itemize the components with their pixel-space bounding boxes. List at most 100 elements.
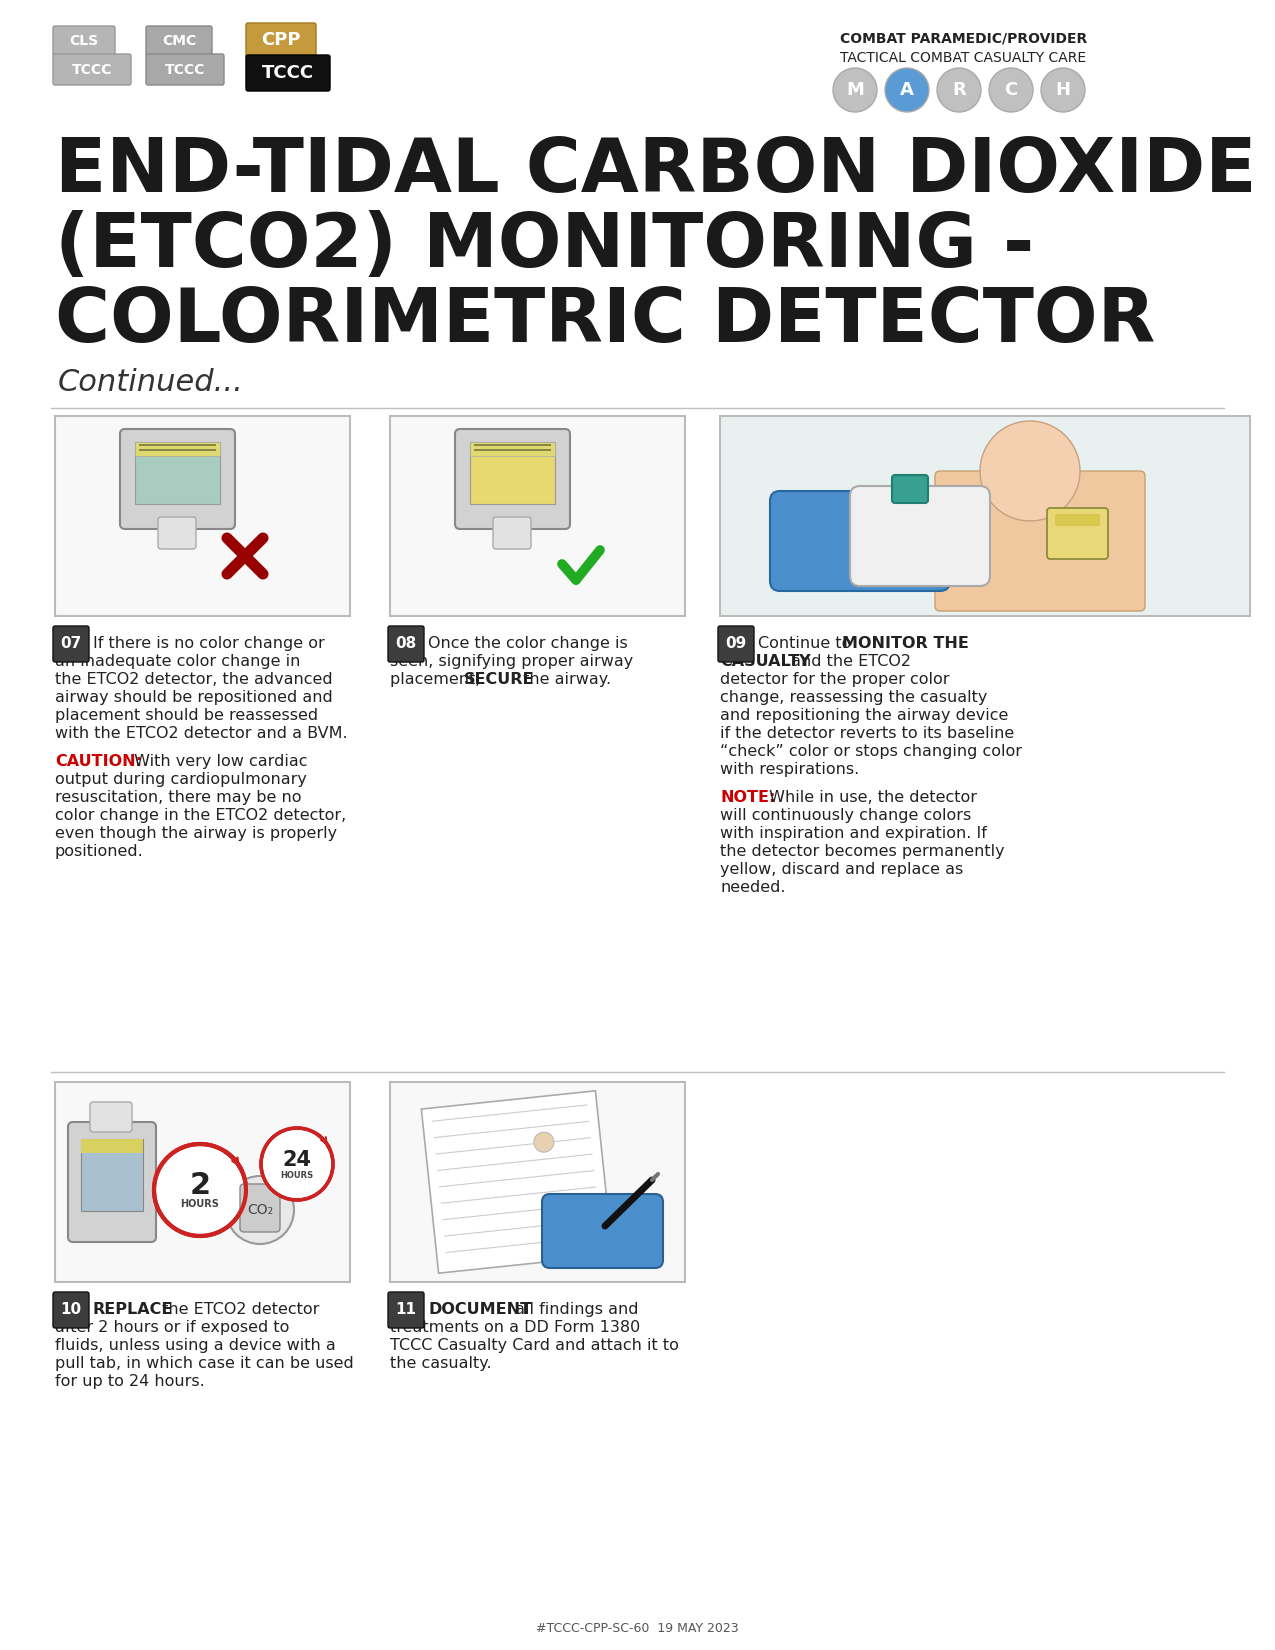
Circle shape bbox=[937, 68, 980, 112]
Circle shape bbox=[980, 421, 1080, 521]
Text: COLORIMETRIC DETECTOR: COLORIMETRIC DETECTOR bbox=[55, 285, 1155, 358]
Text: the ETCO2 detector: the ETCO2 detector bbox=[157, 1302, 319, 1317]
FancyBboxPatch shape bbox=[390, 416, 685, 615]
Text: M: M bbox=[847, 81, 864, 99]
Text: even though the airway is properly: even though the airway is properly bbox=[55, 827, 337, 842]
Text: A: A bbox=[900, 81, 914, 99]
Text: placement,: placement, bbox=[390, 672, 486, 686]
Bar bbox=[470, 442, 555, 455]
Text: #TCCC-CPP-SC-60  19 MAY 2023: #TCCC-CPP-SC-60 19 MAY 2023 bbox=[536, 1622, 738, 1635]
Text: 11: 11 bbox=[395, 1302, 417, 1317]
FancyBboxPatch shape bbox=[770, 492, 950, 591]
Bar bbox=[474, 444, 551, 446]
Text: the airway.: the airway. bbox=[518, 672, 611, 686]
Text: 08: 08 bbox=[395, 637, 417, 652]
Text: NOTE:: NOTE: bbox=[720, 790, 775, 805]
FancyBboxPatch shape bbox=[55, 416, 351, 615]
FancyBboxPatch shape bbox=[91, 1102, 133, 1132]
Text: 09: 09 bbox=[725, 637, 747, 652]
Text: CASUALTY: CASUALTY bbox=[720, 653, 811, 668]
Text: an inadequate color change in: an inadequate color change in bbox=[55, 653, 301, 668]
Circle shape bbox=[154, 1143, 246, 1236]
Circle shape bbox=[1040, 68, 1085, 112]
Text: COMBAT PARAMEDIC/PROVIDER: COMBAT PARAMEDIC/PROVIDER bbox=[840, 31, 1088, 45]
Text: treatments on a DD Form 1380: treatments on a DD Form 1380 bbox=[390, 1320, 640, 1335]
Text: for up to 24 hours.: for up to 24 hours. bbox=[55, 1374, 205, 1389]
Text: with inspiration and expiration. If: with inspiration and expiration. If bbox=[720, 827, 987, 842]
Text: output during cardiopulmonary: output during cardiopulmonary bbox=[55, 772, 307, 787]
Text: CO₂: CO₂ bbox=[247, 1203, 273, 1218]
Bar bbox=[139, 449, 215, 450]
FancyBboxPatch shape bbox=[892, 475, 928, 503]
Text: HOURS: HOURS bbox=[181, 1200, 219, 1209]
FancyBboxPatch shape bbox=[542, 1195, 663, 1267]
Circle shape bbox=[534, 1132, 553, 1152]
Bar bbox=[474, 449, 551, 450]
FancyBboxPatch shape bbox=[493, 516, 530, 549]
Circle shape bbox=[885, 68, 929, 112]
Text: C: C bbox=[1005, 81, 1017, 99]
FancyBboxPatch shape bbox=[158, 516, 196, 549]
Text: with the ETCO2 detector and a BVM.: with the ETCO2 detector and a BVM. bbox=[55, 726, 348, 741]
Text: resuscitation, there may be no: resuscitation, there may be no bbox=[55, 790, 301, 805]
FancyBboxPatch shape bbox=[246, 54, 330, 91]
FancyBboxPatch shape bbox=[54, 26, 115, 56]
Text: R: R bbox=[952, 81, 966, 99]
FancyBboxPatch shape bbox=[120, 429, 235, 530]
FancyBboxPatch shape bbox=[388, 625, 425, 662]
Text: will continuously change colors: will continuously change colors bbox=[720, 808, 972, 823]
Text: pull tab, in which case it can be used: pull tab, in which case it can be used bbox=[55, 1356, 353, 1371]
Circle shape bbox=[833, 68, 877, 112]
FancyBboxPatch shape bbox=[935, 470, 1145, 610]
Text: REPLACE: REPLACE bbox=[93, 1302, 173, 1317]
Text: placement should be reassessed: placement should be reassessed bbox=[55, 708, 319, 723]
Text: H: H bbox=[1056, 81, 1071, 99]
FancyBboxPatch shape bbox=[1047, 508, 1108, 559]
FancyBboxPatch shape bbox=[390, 1082, 685, 1282]
Text: all findings and: all findings and bbox=[510, 1302, 639, 1317]
FancyBboxPatch shape bbox=[455, 429, 570, 530]
FancyBboxPatch shape bbox=[718, 625, 754, 662]
Text: the ETCO2 detector, the advanced: the ETCO2 detector, the advanced bbox=[55, 672, 333, 686]
FancyBboxPatch shape bbox=[147, 26, 212, 56]
Text: 10: 10 bbox=[60, 1302, 82, 1317]
Text: color change in the ETCO2 detector,: color change in the ETCO2 detector, bbox=[55, 808, 347, 823]
Text: and the ETCO2: and the ETCO2 bbox=[785, 653, 912, 668]
Text: (ETCO2) MONITORING -: (ETCO2) MONITORING - bbox=[55, 210, 1034, 284]
FancyBboxPatch shape bbox=[388, 1292, 425, 1328]
Circle shape bbox=[226, 1176, 295, 1244]
Text: CPP: CPP bbox=[261, 31, 301, 50]
FancyBboxPatch shape bbox=[246, 23, 316, 58]
Polygon shape bbox=[421, 1091, 613, 1274]
Text: TCCC Casualty Card and attach it to: TCCC Casualty Card and attach it to bbox=[390, 1338, 678, 1353]
Circle shape bbox=[989, 68, 1033, 112]
Text: the casualty.: the casualty. bbox=[390, 1356, 492, 1371]
Text: CMC: CMC bbox=[162, 35, 196, 48]
Bar bbox=[82, 1138, 143, 1211]
Text: TCCC: TCCC bbox=[71, 63, 112, 78]
Text: With very low cardiac: With very low cardiac bbox=[129, 754, 307, 769]
Text: CLS: CLS bbox=[69, 35, 98, 48]
Bar bbox=[470, 442, 555, 503]
Text: 07: 07 bbox=[60, 637, 82, 652]
Text: with respirations.: with respirations. bbox=[720, 762, 859, 777]
FancyBboxPatch shape bbox=[54, 54, 131, 86]
Text: While in use, the detector: While in use, the detector bbox=[764, 790, 977, 805]
Text: change, reassessing the casualty: change, reassessing the casualty bbox=[720, 690, 987, 705]
Text: TACTICAL COMBAT CASUALTY CARE: TACTICAL COMBAT CASUALTY CARE bbox=[840, 51, 1086, 64]
Text: CAUTION:: CAUTION: bbox=[55, 754, 142, 769]
FancyBboxPatch shape bbox=[850, 487, 989, 586]
Bar bbox=[1054, 515, 1100, 526]
Text: TCCC: TCCC bbox=[164, 63, 205, 78]
Text: detector for the proper color: detector for the proper color bbox=[720, 672, 950, 686]
FancyBboxPatch shape bbox=[54, 625, 89, 662]
Text: the detector becomes permanently: the detector becomes permanently bbox=[720, 845, 1005, 860]
Text: and repositioning the airway device: and repositioning the airway device bbox=[720, 708, 1009, 723]
Text: if the detector reverts to its baseline: if the detector reverts to its baseline bbox=[720, 726, 1014, 741]
Text: yellow, discard and replace as: yellow, discard and replace as bbox=[720, 861, 963, 878]
FancyBboxPatch shape bbox=[147, 54, 224, 86]
FancyBboxPatch shape bbox=[68, 1122, 156, 1242]
Text: MONITOR THE: MONITOR THE bbox=[842, 635, 969, 652]
Text: Once the color change is: Once the color change is bbox=[428, 635, 627, 652]
Bar bbox=[139, 444, 215, 446]
